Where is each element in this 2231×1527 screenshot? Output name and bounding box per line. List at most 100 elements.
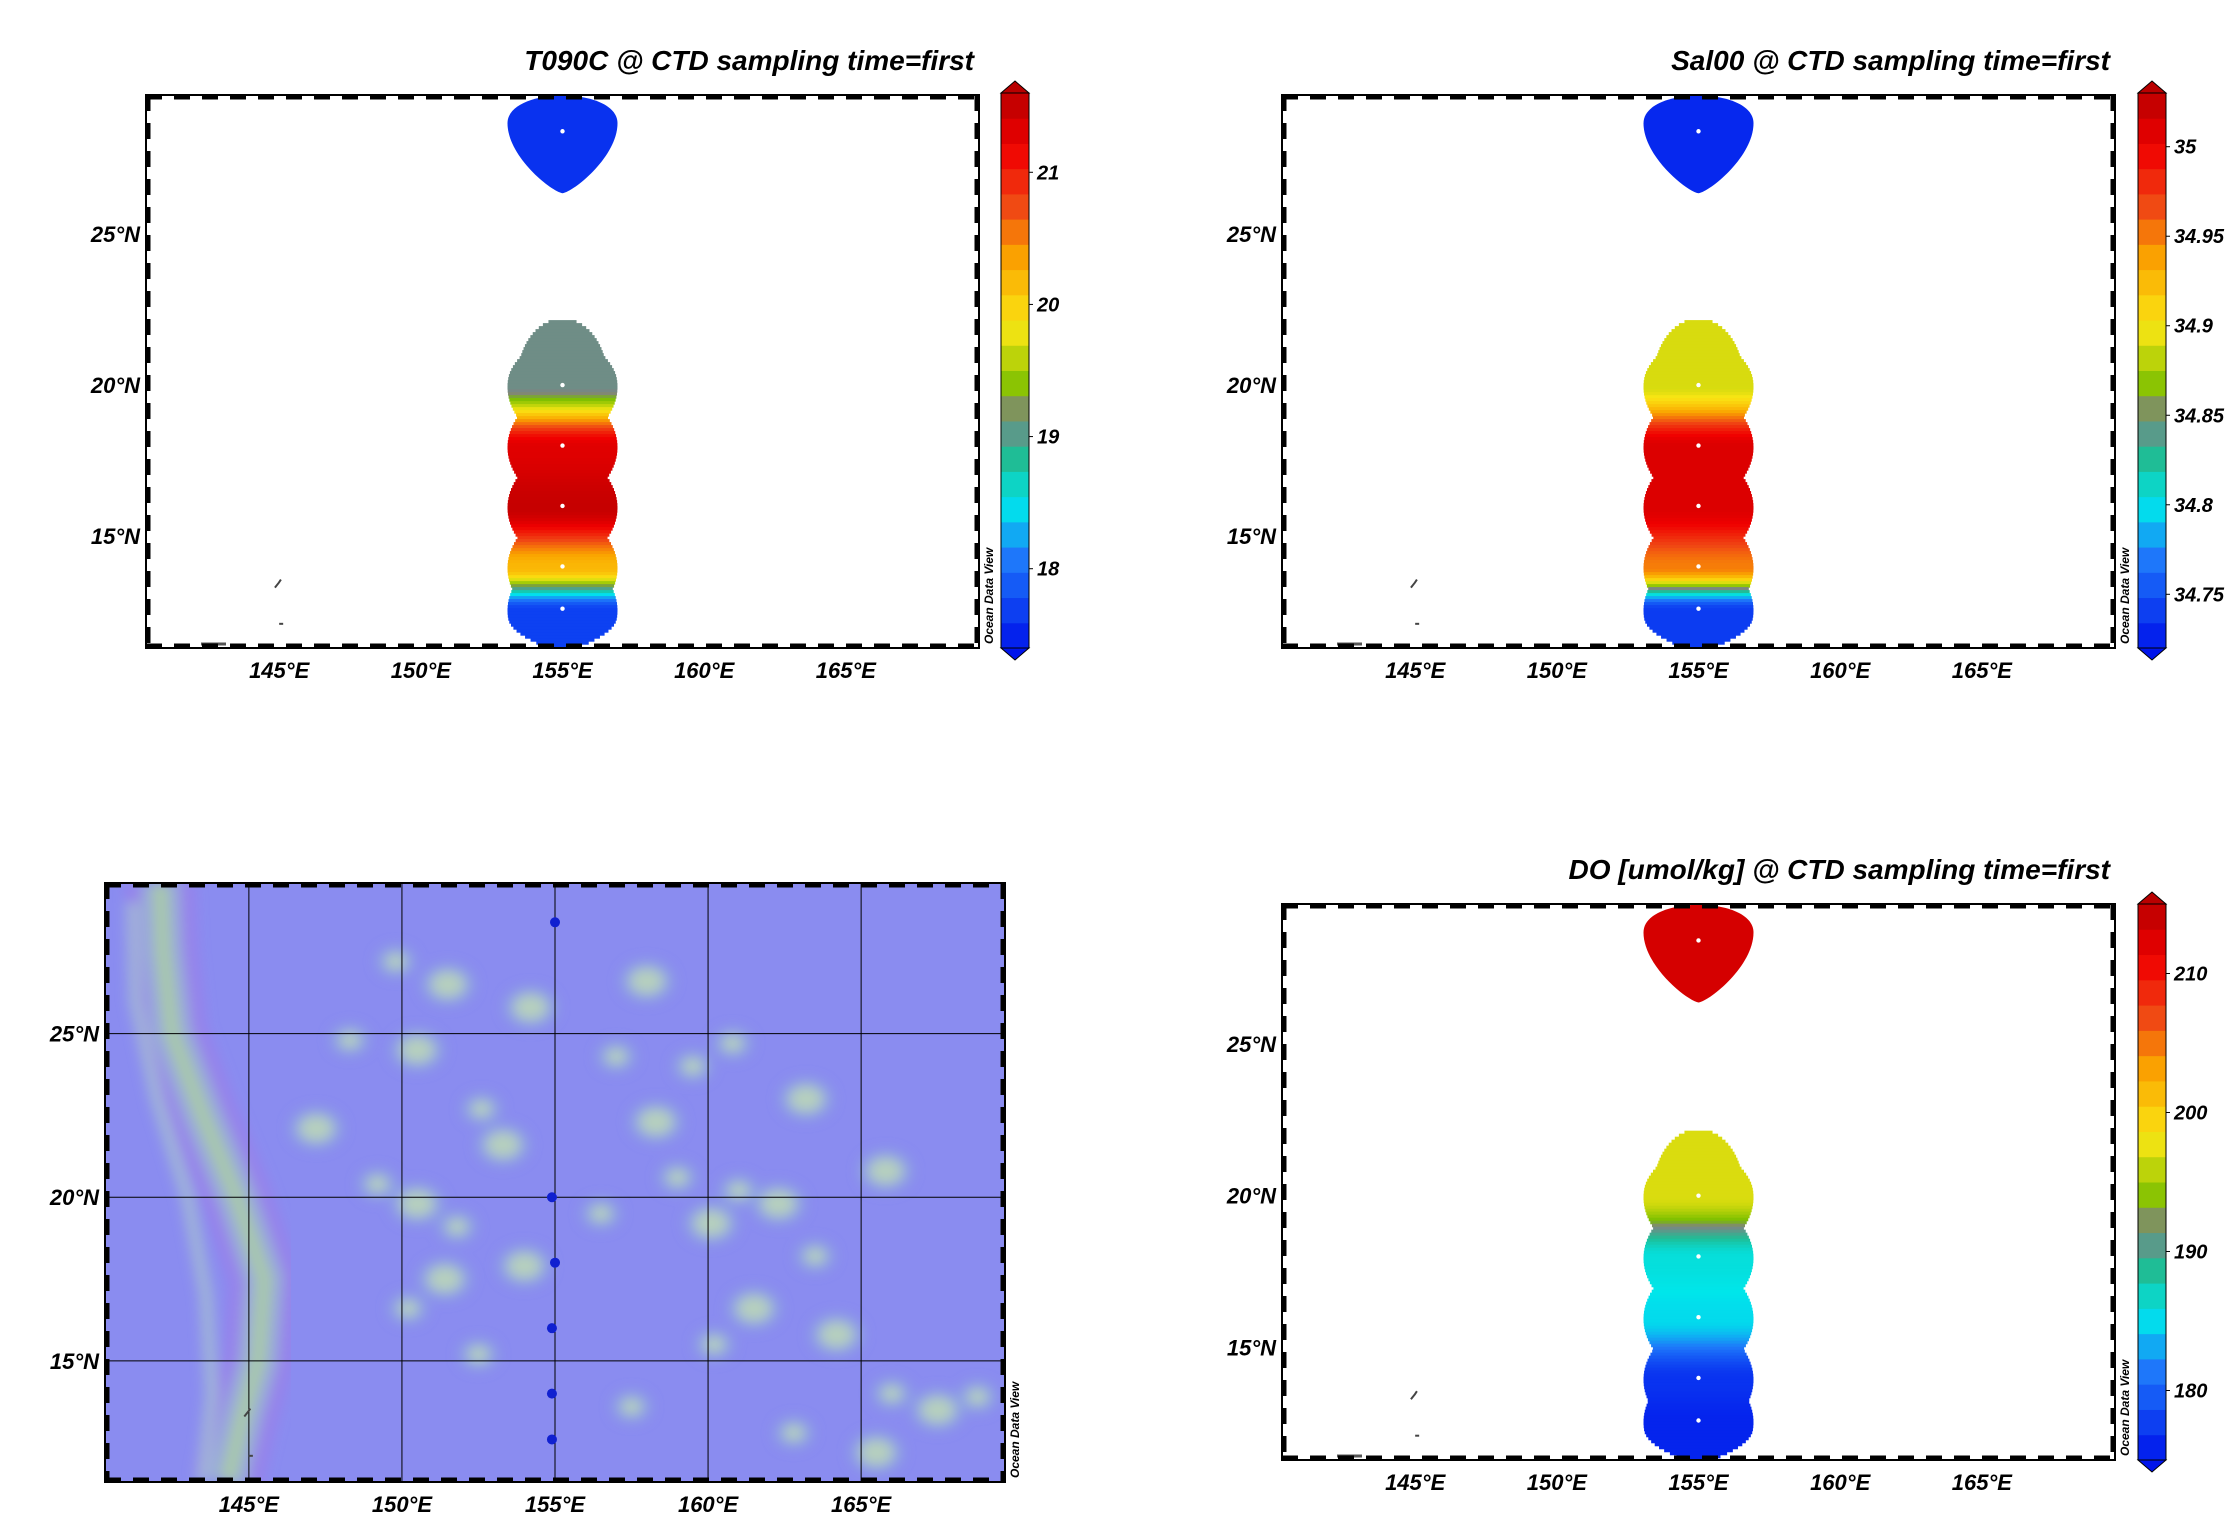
colorbar-band xyxy=(1001,143,1029,170)
colorbar-tick-label: 18 xyxy=(1037,559,1060,581)
field-band xyxy=(1644,374,1753,378)
field-band xyxy=(1645,491,1752,495)
colorbar-band xyxy=(2138,345,2166,371)
seamount-peak xyxy=(430,971,465,998)
field-band xyxy=(1646,1238,1751,1243)
field-band xyxy=(1644,1367,1753,1372)
field-band xyxy=(1643,1196,1754,1201)
station-dot xyxy=(1696,1193,1701,1198)
field-band xyxy=(1671,1139,1726,1144)
station-dot xyxy=(1696,1375,1701,1381)
colorbar-band xyxy=(2138,294,2166,321)
field-band xyxy=(1680,644,1717,648)
x-tick-label: 160°E xyxy=(678,1492,740,1517)
field-band xyxy=(1648,1277,1749,1282)
field-band xyxy=(522,350,603,354)
field-band xyxy=(1658,350,1739,354)
field-band xyxy=(1645,1364,1752,1369)
guam-island-shape xyxy=(243,1407,252,1418)
field-band xyxy=(508,617,617,621)
field-band xyxy=(511,464,614,468)
field-band xyxy=(1648,485,1749,489)
field-band xyxy=(1647,404,1750,408)
field-band xyxy=(1643,452,1754,456)
station-marker xyxy=(546,1434,557,1445)
colorbar-band xyxy=(1001,547,1029,573)
field-band xyxy=(512,545,613,549)
y-tick-label: 25°N xyxy=(90,222,141,247)
seamount-peak xyxy=(868,1158,903,1185)
colorbar-band xyxy=(2138,1106,2166,1132)
y-tick-label: 20°N xyxy=(1226,1184,1277,1209)
field-band xyxy=(1643,1424,1754,1429)
station-dot xyxy=(560,382,565,388)
station-marker xyxy=(550,1257,560,1268)
field-band xyxy=(1653,359,1744,363)
field-band xyxy=(1646,461,1751,465)
field-band xyxy=(1643,1190,1754,1195)
field-band xyxy=(524,344,601,348)
field-band xyxy=(1644,1370,1753,1375)
panel-title: DO [umol/kg] @ CTD sampling time=first xyxy=(1569,854,2112,885)
seamount-peak xyxy=(736,1295,771,1322)
seamount-peak xyxy=(789,1086,824,1113)
y-tick-label: 15°N xyxy=(1227,524,1277,549)
colorbar-band xyxy=(2138,269,2166,296)
field-band xyxy=(1644,1385,1753,1390)
colorbar-top-arrow xyxy=(2136,891,2168,905)
seamount-peak xyxy=(447,1218,468,1235)
field-band xyxy=(1659,1445,1738,1450)
field-band xyxy=(1644,392,1753,396)
map-frame xyxy=(145,94,980,649)
field-band xyxy=(1644,1244,1753,1249)
colorbar-band xyxy=(2138,597,2166,624)
field-band xyxy=(1645,581,1752,585)
field-band xyxy=(1648,1217,1749,1222)
field-band xyxy=(1648,1295,1749,1300)
field-band xyxy=(517,359,608,363)
colorbar-band xyxy=(2138,521,2166,548)
station-dot xyxy=(560,443,565,448)
colorbar-tick-label: 200 xyxy=(2173,1103,2207,1125)
field-cell xyxy=(507,95,618,194)
field-band xyxy=(508,395,617,399)
colorbar-band xyxy=(2138,1358,2166,1385)
field-band xyxy=(1649,1232,1748,1237)
field-band xyxy=(1645,494,1752,498)
colorbar-band xyxy=(2138,1232,2166,1259)
interpolated-field xyxy=(507,95,618,648)
y-tick-label: 15°N xyxy=(91,524,141,549)
field-band xyxy=(1646,1433,1751,1438)
seamount-peak xyxy=(859,1439,894,1466)
seamount-peak xyxy=(400,1190,435,1217)
field-band xyxy=(512,587,613,591)
field-band xyxy=(1651,419,1746,423)
field-band xyxy=(1674,1136,1723,1141)
field-band xyxy=(1643,560,1754,564)
field-band xyxy=(511,404,614,408)
colorbar-band xyxy=(2138,1207,2166,1234)
field-band xyxy=(1655,356,1742,360)
colorbar-band xyxy=(1001,345,1029,371)
field-band xyxy=(508,437,617,441)
field-band xyxy=(1652,629,1745,633)
field-band xyxy=(515,533,610,537)
x-tick-label: 150°E xyxy=(372,1492,434,1517)
field-band xyxy=(1643,440,1754,444)
field-band xyxy=(1660,344,1737,348)
field-band xyxy=(1669,1451,1728,1456)
colorbar-bottom-arrow xyxy=(999,647,1031,661)
colorbar-band xyxy=(2138,904,2166,930)
colorbar-band xyxy=(1001,622,1029,649)
field-band xyxy=(1650,470,1747,474)
field-band xyxy=(1644,1430,1753,1435)
field-band xyxy=(1644,557,1753,561)
field-band xyxy=(516,413,609,417)
station-dot xyxy=(1696,564,1701,569)
station-location-map-panel: 145°E 150°E 155°E 160°E 165°E 25°N 20°N 15°N Oce… xyxy=(49,882,1022,1517)
field-band xyxy=(1647,1274,1750,1279)
interpolated-field xyxy=(1643,904,1754,1460)
field-band xyxy=(1647,1400,1750,1405)
station-dot xyxy=(1696,1418,1701,1423)
field-band xyxy=(1643,1262,1754,1267)
